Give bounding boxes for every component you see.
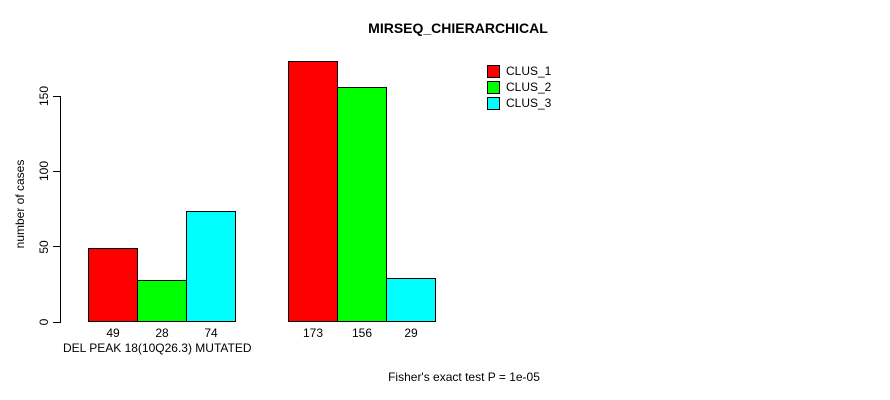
y-axis-tick-label: 50 — [37, 239, 51, 254]
x-axis-group-label: DEL PEAK 18(10Q26.3) MUTATED — [63, 341, 252, 355]
y-axis-tick-label: 150 — [37, 85, 51, 107]
legend-item-clus_2: CLUS_2 — [487, 79, 551, 95]
y-axis-tick — [53, 321, 60, 323]
legend-item-clus_1: CLUS_1 — [487, 63, 551, 79]
y-axis-label: number of cases — [13, 159, 27, 249]
bar-clus_1-group1 — [88, 248, 138, 322]
y-axis-line — [60, 96, 61, 323]
chart-title: MIRSEQ_CHIERARCHICAL — [368, 20, 548, 36]
legend-label: CLUS_2 — [506, 80, 552, 94]
y-axis-tick — [53, 95, 60, 97]
y-axis-tick — [53, 246, 60, 248]
bar-value-label: 156 — [351, 326, 373, 340]
bar-value-label: 28 — [155, 326, 169, 340]
y-axis-tick-label: 0 — [37, 318, 51, 326]
bar-value-label: 173 — [302, 326, 324, 340]
bar-clus_3-group2 — [386, 278, 436, 322]
bar-value-label: 49 — [106, 326, 120, 340]
legend-swatch-icon — [487, 96, 500, 110]
legend-swatch-icon — [487, 64, 500, 78]
legend-item-clus_3: CLUS_3 — [487, 95, 551, 111]
legend: CLUS_1 CLUS_2 CLUS_3 — [487, 63, 551, 111]
bar-clus_3-group1 — [186, 211, 236, 322]
legend-label: CLUS_3 — [506, 96, 552, 110]
bar-clus_2-group1 — [137, 280, 187, 322]
bar-value-label: 29 — [404, 326, 418, 340]
bar-value-label: 74 — [204, 326, 218, 340]
legend-label: CLUS_1 — [506, 64, 552, 78]
legend-swatch-icon — [487, 80, 500, 94]
footnote-text: Fisher's exact test P = 1e-05 — [388, 370, 540, 384]
y-axis-tick-label: 100 — [37, 161, 51, 182]
bar-clus_1-group2 — [288, 61, 338, 322]
bar-clus_2-group2 — [337, 87, 387, 322]
y-axis-tick — [53, 170, 60, 172]
